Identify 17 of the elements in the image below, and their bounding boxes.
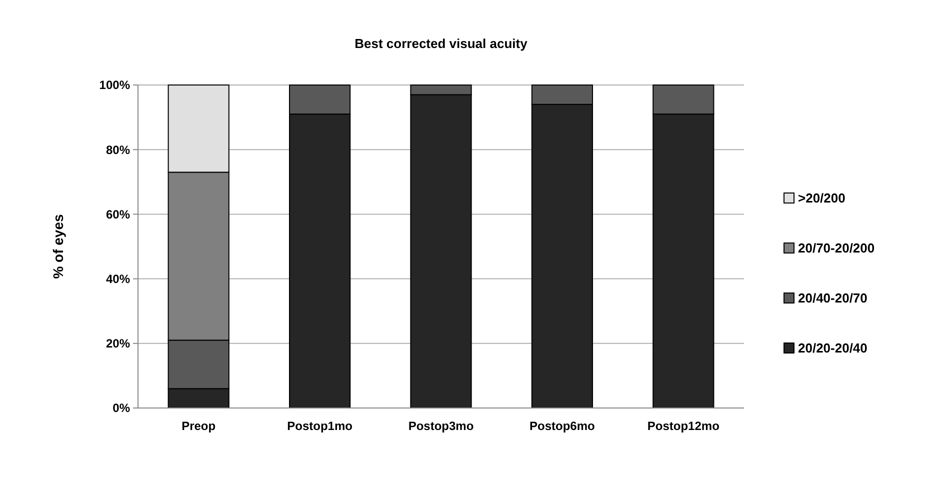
legend-label: 20/20-20/40 <box>798 340 868 356</box>
x-tick-label: Preop <box>182 419 216 433</box>
y-tick-label: 20% <box>106 336 130 351</box>
legend-label: 20/40-20/70 <box>798 290 868 306</box>
y-tick-label: 0% <box>112 401 130 416</box>
y-tick-label: 60% <box>106 207 130 222</box>
y-tick-label: 100% <box>99 78 130 92</box>
y-tick-label: 80% <box>106 142 130 157</box>
legend-label: >20/200 <box>798 190 846 206</box>
x-tick-label: Postop6mo <box>530 419 595 433</box>
chart-title: Best corrected visual acuity <box>354 36 528 51</box>
legend-label: 20/70-20/200 <box>798 240 875 256</box>
y-tick-label: 40% <box>106 272 130 286</box>
y-axis-title: % of eyes <box>50 214 66 279</box>
x-tick-label: Postop12mo <box>647 419 720 433</box>
x-tick-label: Postop3mo <box>408 419 474 433</box>
x-tick-label: Postop1mo <box>287 419 352 433</box>
